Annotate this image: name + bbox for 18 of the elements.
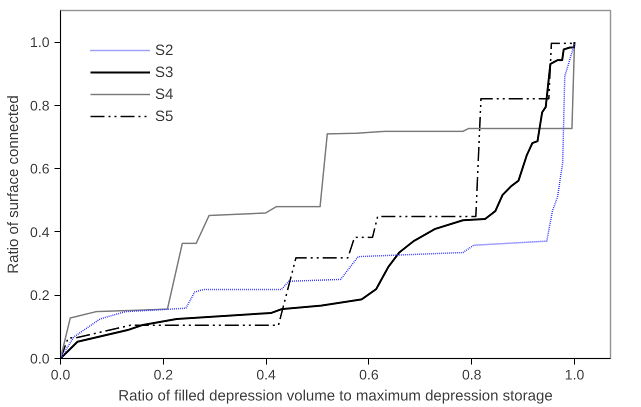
y-tick-label: 0.0 bbox=[30, 350, 50, 366]
y-axis-title: Ratio of surface connected bbox=[5, 95, 22, 274]
legend-label: S2 bbox=[155, 42, 174, 58]
legend-label: S5 bbox=[155, 108, 174, 124]
legend-label: S4 bbox=[155, 86, 174, 102]
y-tick-label: 0.2 bbox=[30, 287, 50, 304]
y-tick-label: 0.4 bbox=[30, 224, 50, 240]
x-tick-label: 0.2 bbox=[154, 366, 174, 382]
y-tick-label: 0.6 bbox=[30, 160, 50, 177]
x-tick-label: 0.0 bbox=[50, 366, 70, 382]
x-tick-label: 0.8 bbox=[462, 366, 482, 382]
x-tick-label: 0.4 bbox=[256, 366, 276, 382]
x-tick-label: 0.6 bbox=[359, 366, 379, 382]
x-axis-title: Ratio of filled depression volume to maximum depression storage bbox=[118, 388, 553, 404]
legend-label: S3 bbox=[155, 64, 174, 80]
y-tick-label: 0.8 bbox=[30, 97, 50, 114]
y-tick-label: 1.0 bbox=[30, 34, 50, 50]
x-tick-label: 1.0 bbox=[564, 366, 584, 382]
